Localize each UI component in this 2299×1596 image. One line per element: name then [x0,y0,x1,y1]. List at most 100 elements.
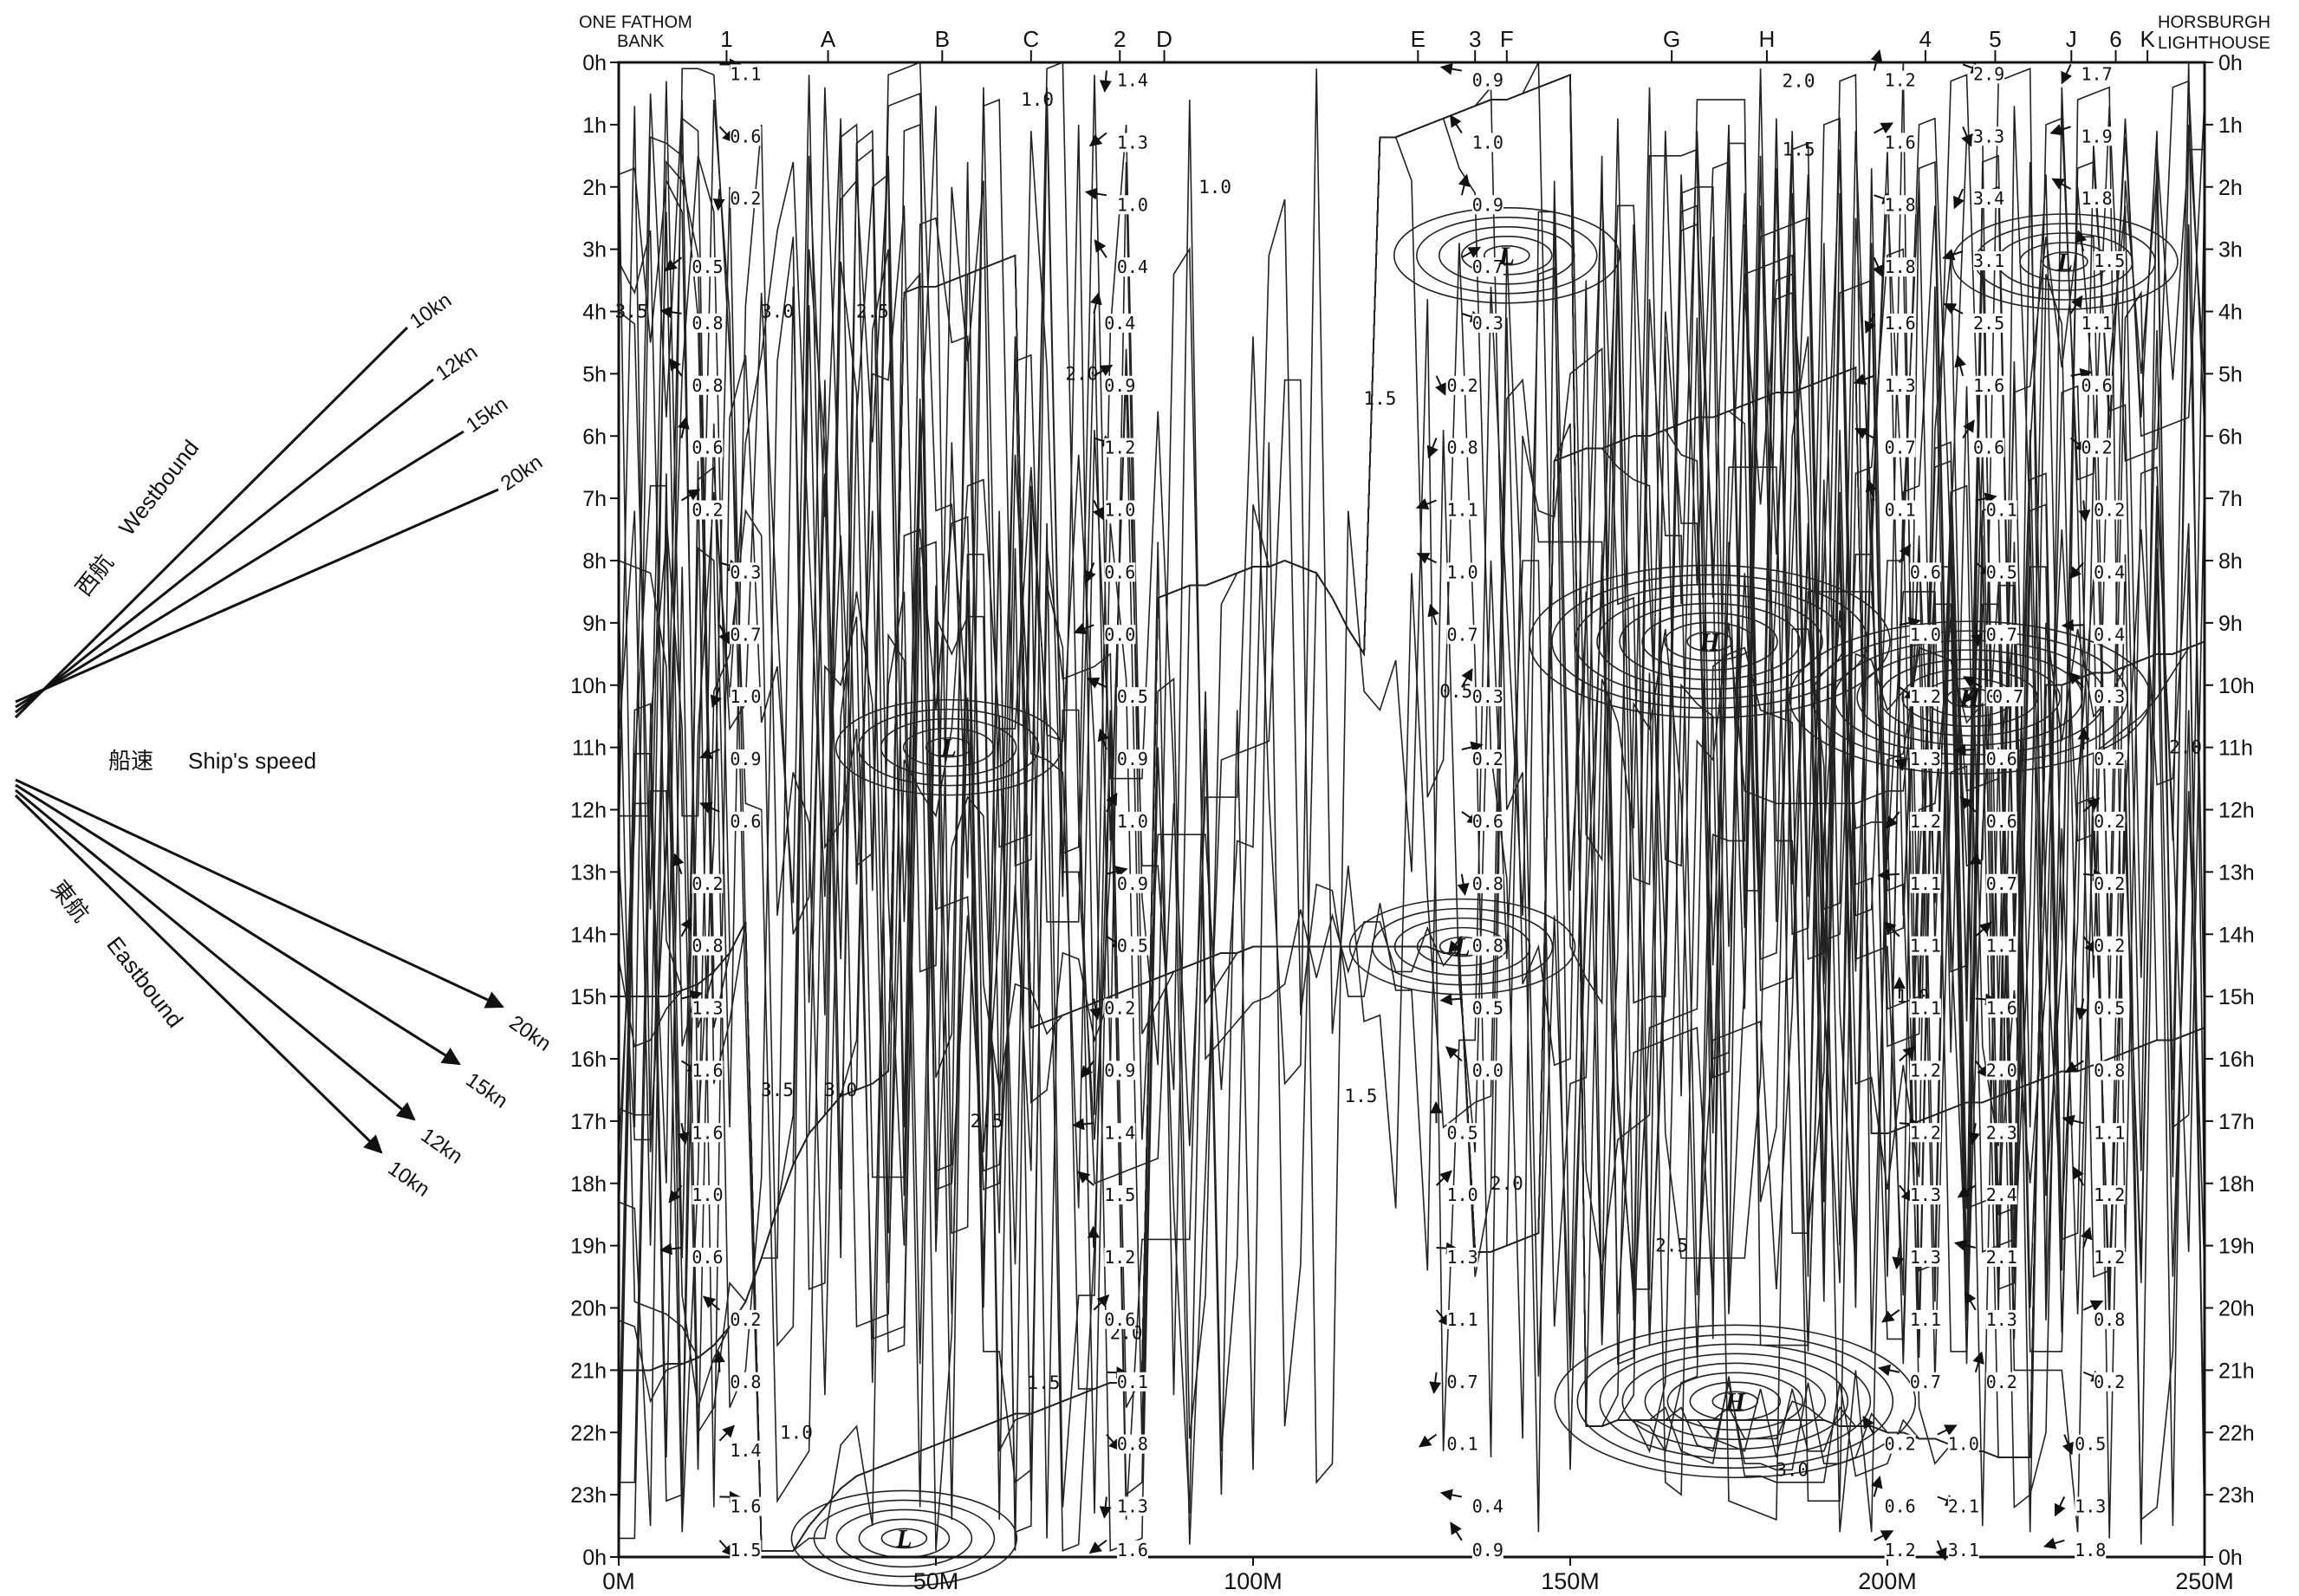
current-arrow [2061,63,2073,85]
current-arrow [1862,1415,1875,1436]
current-value: 1.3 [2075,1496,2106,1517]
value-backdrop [1909,625,1941,645]
current-value: 0.3 [730,561,761,582]
contour-line [618,87,2205,1552]
current-arrow [1458,173,1471,196]
current-value: 1.8 [2081,188,2112,209]
current-value: 1.1 [1910,1309,1941,1330]
station-label: 1 [720,26,732,52]
current-value: 1.4 [1117,70,1148,91]
contour-value-label: 3.0 [824,1080,857,1100]
value-backdrop [1909,1248,1941,1267]
current-value: 1.6 [1885,313,1916,334]
value-backdrop [730,687,762,707]
y-tick-label-right: 0h [2218,51,2243,75]
contour-value-label: 2.0 [1490,1173,1523,1194]
value-backdrop [1985,936,2017,956]
current-value: 0.9 [1472,1540,1503,1560]
current-arrow [718,1424,736,1442]
station-label: H [1759,26,1776,52]
value-backdrop [692,500,724,520]
value-backdrop [1471,195,1503,215]
current-value: 0.8 [692,936,723,957]
current-value: 1.0 [1446,1184,1477,1205]
y-axis-left: 0h 1h 2h 3h 4h 5h 6h 7h 8h 9h 10h 11h 12h 13h 14h 15h 16… [570,51,619,1570]
closed-contour [1393,917,1531,976]
value-backdrop [1884,1496,1916,1516]
value-backdrop [1985,1061,2017,1080]
x-axis: 0M 50M 100M 150M 200M 250M [602,1557,2234,1594]
value-backdrop [1909,873,1941,893]
current-arrow [1460,668,1473,688]
value-backdrop [2094,811,2126,831]
closed-contour [1576,1333,1894,1469]
closed-contour [857,708,1040,787]
value-backdrop [1116,936,1148,956]
eastbound-speed-label: 12kn [417,1124,467,1169]
low-marker: L [939,734,956,762]
value-backdrop [1884,133,1916,152]
current-value: 1.1 [730,63,761,84]
station-label: G [1663,26,1680,52]
value-backdrop [1471,998,1503,1018]
current-value: 1.1 [1910,873,1941,894]
y-tick-label-right: 11h [2218,736,2253,761]
current-value: 0.2 [1446,375,1477,396]
value-backdrop [1884,257,1916,277]
current-arrow [1106,792,1118,813]
y-tick-label-left: 19h [570,1235,607,1259]
current-value: 0.7 [1986,873,2017,894]
closed-contour [880,717,1017,777]
ship-speed-en-label: Ship's speed [188,748,316,774]
value-backdrop [1446,375,1478,395]
current-value: 0.2 [1472,749,1503,769]
value-backdrop [1947,1434,1979,1454]
value-backdrop [692,257,724,277]
closed-contour [1393,207,1620,304]
current-arrow [1971,625,1984,647]
value-backdrop [2094,936,2126,956]
y-tick-label-right: 13h [2218,860,2255,885]
current-value: 0.2 [730,1309,761,1330]
contour-value-label: 1.5 [1344,1086,1377,1106]
current-value: 0.7 [1986,624,2017,645]
value-backdrop [2081,375,2113,395]
closed-contour [1879,659,2061,736]
eastbound-speed-label: 10kn [384,1157,434,1202]
current-arrow [668,357,683,377]
value-backdrop [1471,936,1503,956]
current-arrow [1084,562,1096,584]
closed-contour [1711,1391,1759,1412]
current-arrow [1961,126,1973,147]
y-tick-label-left: 6h [582,425,607,449]
closed-contour [835,698,1062,796]
current-value: 0.6 [1104,561,1135,582]
station-label: 3 [1469,26,1481,52]
current-value: 1.3 [1117,1496,1148,1517]
high-marker: H [1958,684,1981,712]
westbound-speed-label: 12kn [432,341,482,386]
current-arrow [2049,124,2071,136]
y-tick-label-right: 5h [2218,362,2243,386]
closed-contour [1644,1362,1827,1441]
current-value: 1.6 [692,1060,723,1080]
current-arrow [2062,1114,2084,1127]
left-station-label-line1: ONE FATHOM [579,13,692,32]
closed-contour [1666,1372,1804,1431]
value-backdrop [1985,500,2017,520]
current-value: 1.6 [1973,375,2004,396]
value-backdrop [1909,811,1941,831]
value-backdrop [2075,1496,2107,1516]
station-label: 5 [1989,26,2001,52]
current-value: 0.2 [692,500,723,521]
eastbound-speed-line [15,778,504,1009]
value-backdrop [1884,375,1916,395]
value-backdrop [1446,1123,1478,1143]
current-value: 1.0 [1446,561,1477,582]
value-backdrop [1985,625,2017,645]
current-value: 1.8 [2075,1540,2106,1560]
value-backdrop [1104,625,1136,645]
closed-contour [1621,1353,1849,1450]
current-value: 0.7 [1910,1372,1941,1392]
current-value: 0.2 [1104,998,1135,1019]
